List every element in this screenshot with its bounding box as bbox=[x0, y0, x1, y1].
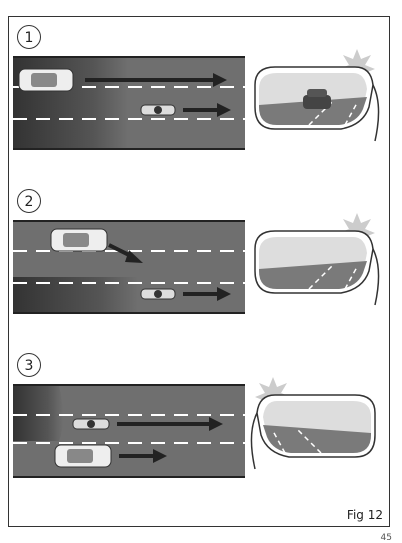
scenario-1: 1 bbox=[9, 25, 391, 175]
motorcycle-icon bbox=[72, 418, 110, 430]
arrow-icon bbox=[108, 243, 143, 263]
car-icon bbox=[54, 444, 112, 468]
side-mirror-3 bbox=[250, 377, 376, 470]
step-number-1: 1 bbox=[17, 25, 41, 49]
road-scene-3 bbox=[13, 384, 245, 478]
scenario-2: 2 bbox=[9, 189, 391, 339]
arrow-icon bbox=[117, 417, 223, 431]
side-mirror-1 bbox=[254, 49, 380, 142]
road-scene-1 bbox=[13, 56, 245, 150]
scenario-3: 3 bbox=[9, 353, 391, 503]
step-number-2: 2 bbox=[17, 189, 41, 213]
motorcycle-icon bbox=[140, 288, 176, 300]
figure-label: Fig 12 bbox=[346, 508, 383, 522]
arrow-icon bbox=[85, 73, 227, 87]
car-icon bbox=[18, 68, 74, 92]
arrow-icon bbox=[183, 287, 231, 301]
step-number-3: 3 bbox=[17, 353, 41, 377]
arrow-icon bbox=[119, 449, 167, 463]
side-mirror-2 bbox=[254, 213, 380, 306]
page-number: 45 bbox=[380, 533, 392, 543]
car-icon bbox=[303, 89, 331, 109]
car-icon bbox=[50, 228, 108, 252]
road-scene-2 bbox=[13, 220, 245, 314]
arrow-icon bbox=[183, 103, 231, 117]
figure-frame: 1 bbox=[8, 16, 390, 527]
motorcycle-icon bbox=[140, 104, 176, 116]
